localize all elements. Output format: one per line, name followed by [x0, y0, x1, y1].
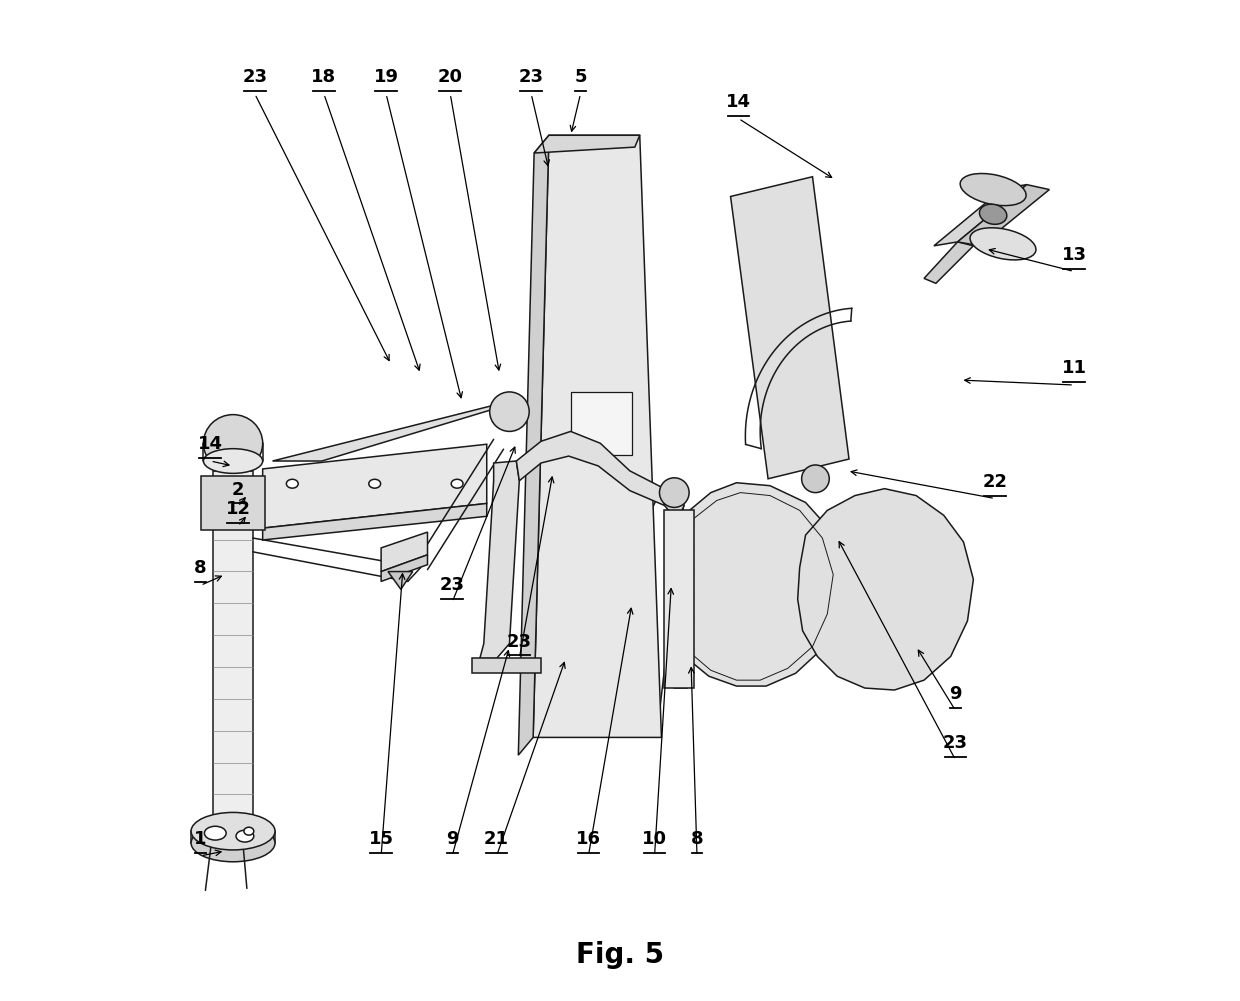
Text: 22: 22: [982, 472, 1008, 490]
Polygon shape: [533, 135, 661, 738]
Text: 23: 23: [518, 68, 543, 86]
Text: 13: 13: [1061, 245, 1086, 263]
Text: 2: 2: [232, 480, 244, 498]
Ellipse shape: [205, 826, 226, 840]
Text: 19: 19: [373, 68, 398, 86]
Ellipse shape: [244, 827, 254, 835]
Polygon shape: [191, 831, 275, 843]
Polygon shape: [480, 461, 520, 659]
Text: 9: 9: [950, 685, 962, 703]
Text: 1: 1: [195, 830, 207, 848]
Polygon shape: [797, 488, 973, 690]
Text: 21: 21: [484, 830, 510, 848]
Polygon shape: [665, 488, 684, 521]
Polygon shape: [534, 135, 640, 153]
Polygon shape: [273, 399, 525, 461]
Ellipse shape: [368, 479, 381, 488]
Text: Fig. 5: Fig. 5: [575, 941, 665, 969]
Polygon shape: [730, 177, 849, 478]
Ellipse shape: [660, 477, 689, 508]
Text: 9: 9: [446, 830, 459, 848]
Polygon shape: [665, 511, 694, 688]
Text: 14: 14: [725, 92, 751, 110]
Text: 23: 23: [944, 734, 968, 752]
Ellipse shape: [451, 479, 463, 488]
FancyBboxPatch shape: [570, 392, 632, 455]
Text: 10: 10: [642, 830, 667, 848]
Text: 12: 12: [226, 500, 250, 519]
Polygon shape: [667, 506, 687, 688]
Ellipse shape: [960, 173, 1027, 205]
Text: 8: 8: [195, 560, 207, 578]
Polygon shape: [213, 470, 253, 841]
Ellipse shape: [191, 824, 275, 862]
Text: 23: 23: [242, 68, 268, 86]
Polygon shape: [381, 533, 428, 572]
Ellipse shape: [490, 392, 529, 431]
Polygon shape: [201, 475, 264, 531]
Text: 11: 11: [1061, 359, 1086, 377]
Text: 20: 20: [438, 68, 463, 86]
Text: 16: 16: [575, 830, 601, 848]
Polygon shape: [263, 504, 487, 540]
Text: 5: 5: [574, 68, 587, 86]
Polygon shape: [381, 555, 428, 582]
Text: 8: 8: [691, 830, 703, 848]
Polygon shape: [924, 242, 973, 283]
Text: 15: 15: [368, 830, 393, 848]
Ellipse shape: [203, 448, 263, 473]
Ellipse shape: [236, 830, 254, 842]
Ellipse shape: [970, 228, 1035, 260]
Ellipse shape: [191, 813, 275, 850]
Polygon shape: [934, 184, 1027, 246]
Text: 18: 18: [311, 68, 336, 86]
Polygon shape: [518, 135, 549, 755]
Ellipse shape: [286, 479, 298, 488]
Polygon shape: [957, 184, 1049, 246]
Text: 14: 14: [198, 435, 223, 453]
Text: 23: 23: [440, 577, 465, 595]
Polygon shape: [388, 572, 413, 590]
Polygon shape: [263, 444, 487, 529]
Polygon shape: [472, 659, 541, 674]
Polygon shape: [667, 482, 846, 686]
Ellipse shape: [980, 204, 1007, 224]
Ellipse shape: [801, 464, 830, 492]
Ellipse shape: [203, 414, 263, 471]
Polygon shape: [516, 431, 665, 506]
Text: 23: 23: [507, 633, 532, 651]
